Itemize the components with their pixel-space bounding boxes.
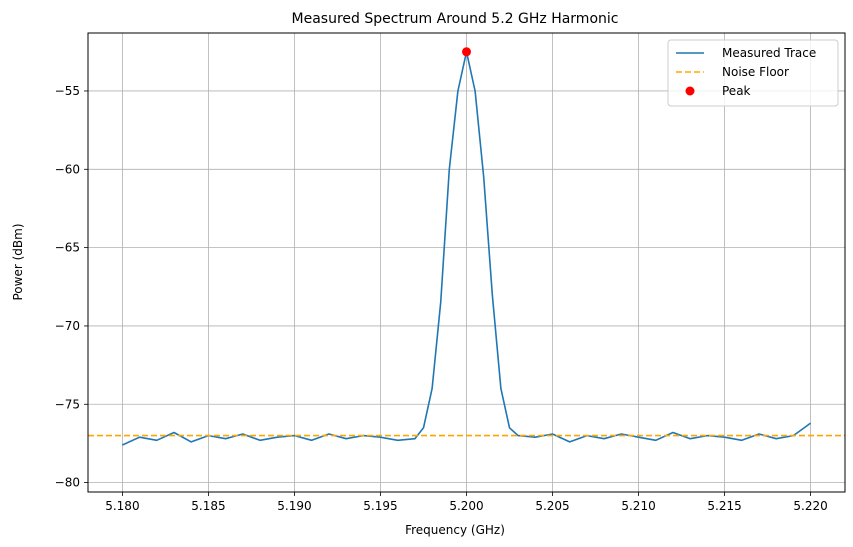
legend-peak-swatch (685, 86, 695, 96)
y-tick-label: −55 (55, 84, 80, 98)
legend-noise-floor-label: Noise Floor (722, 65, 789, 79)
y-axis-ticks: −80 −75 −70 −65 −60 −55 (55, 84, 88, 490)
x-tick-label: 5.205 (535, 499, 569, 513)
legend-box (667, 39, 839, 107)
x-tick-label: 5.210 (621, 499, 655, 513)
y-tick-label: −80 (55, 476, 80, 490)
x-tick-label: 5.180 (105, 499, 139, 513)
y-tick-label: −75 (55, 397, 80, 411)
chart-title: Measured Spectrum Around 5.2 GHz Harmoni… (292, 11, 619, 27)
x-tick-label: 5.185 (191, 499, 225, 513)
y-axis-label: Power (dBm) (11, 224, 25, 301)
x-tick-label: 5.195 (363, 499, 397, 513)
y-tick-label: −70 (55, 319, 80, 333)
plot-area (88, 47, 845, 446)
x-tick-label: 5.200 (449, 499, 483, 513)
y-tick-label: −60 (55, 162, 80, 176)
x-tick-label: 5.190 (277, 499, 311, 513)
peak-marker (462, 47, 471, 57)
x-axis-label: Frequency (GHz) (405, 523, 505, 537)
grid (88, 33, 845, 492)
x-axis-ticks: 5.180 5.185 5.190 5.195 5.200 5.205 5.210 5.215… (105, 492, 828, 513)
legend-peak-label: Peak (722, 84, 751, 98)
legend: Measured Trace Noise Floor Peak (667, 39, 839, 107)
x-tick-label: 5.220 (793, 499, 827, 513)
x-tick-label: 5.215 (707, 499, 741, 513)
y-tick-label: −65 (55, 241, 80, 255)
legend-measured-trace-label: Measured Trace (722, 46, 816, 60)
